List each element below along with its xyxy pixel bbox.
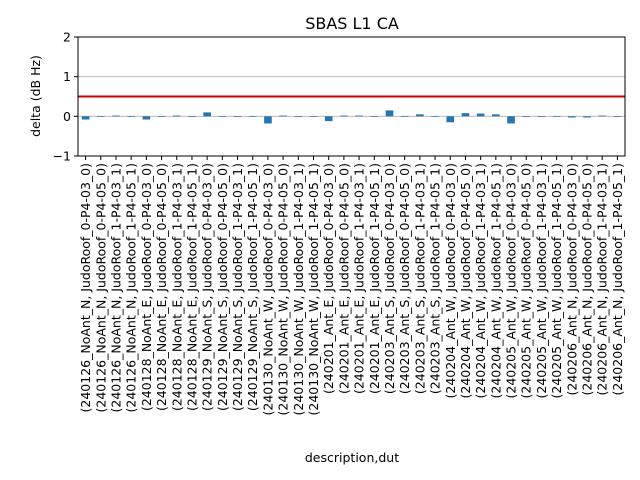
bar [112,115,120,117]
chart-title: SBAS L1 CA [305,14,399,33]
bar [294,116,303,117]
bar [431,116,439,117]
bar [188,116,196,117]
y-tick-label: −1 [53,149,71,164]
x-tick-label: (240205_Ant_W, JudoRoof_0-P4-05_0) [519,163,534,399]
bar [583,116,591,118]
bar [522,116,531,117]
bar [279,115,287,117]
bar [416,114,424,117]
x-tick-label: (240128_NoAnt_E, JudoRoof_1-P4-05_1) [184,163,199,411]
bar [340,115,348,117]
x-tick-label: (240203_Ant_S, JudoRoof_1-P4-05_1) [428,163,443,394]
x-tick-label: (240126_NoAnt_N, JudoRoof_1-P4-05_1) [124,163,139,412]
bar [81,116,90,120]
x-tick-label: (240206_Ant_N, JudoRoof_0-P4-03_0) [564,163,579,395]
bar [355,115,363,117]
y-tick-label: 1 [63,69,71,84]
x-tick-label: (240204_Ant_W, JudoRoof_1-P4-03_1) [473,163,488,399]
x-tick-label: (240206_Ant_N, JudoRoof_1-P4-03_1) [595,163,610,395]
x-axis-ticks: (240126_NoAnt_N, JudoRoof_0-P4-03_0) (240… [78,156,625,415]
x-tick-label: (240204_Ant_W, JudoRoof_0-P4-03_0) [443,163,458,399]
x-tick-label: (240128_NoAnt_E, JudoRoof_1-P4-03_1) [169,163,184,411]
bar [127,116,135,117]
x-tick-label: (240206_Ant_N, JudoRoof_0-P4-05_0) [580,163,595,395]
bars [81,110,622,124]
bar [400,116,409,117]
grid-lines [78,76,625,117]
x-tick-label: (240203_Ant_S, JudoRoof_0-P4-03_0) [382,163,397,394]
x-tick-label: (240201_Ant_E, JudoRoof_1-P4-05_1) [367,163,382,394]
bar [461,113,470,117]
x-tick-label: (240201_Ant_E, JudoRoof_0-P4-03_0) [321,163,336,394]
bar [476,113,485,117]
x-tick-label: (240206_Ant_N, JudoRoof_1-P4-05_1) [610,163,625,395]
x-tick-label: (240130_NoAnt_W, JudoRoof_0-P4-05_0) [276,163,291,415]
bar [157,116,166,117]
bar [537,116,546,117]
x-tick-label: (240126_NoAnt_N, JudoRoof_1-P4-03_1) [108,163,123,412]
bar [507,116,515,124]
x-tick-label: (240201_Ant_E, JudoRoof_0-P4-05_0) [336,163,351,394]
x-tick-label: (240130_NoAnt_W, JudoRoof_1-P4-05_1) [306,163,321,415]
x-tick-label: (240128_NoAnt_E, JudoRoof_0-P4-03_0) [139,163,154,411]
bar [613,116,622,117]
bar [492,114,500,117]
x-tick-label: (240203_Ant_S, JudoRoof_0-P4-05_0) [397,163,412,394]
x-tick-label: (240126_NoAnt_N, JudoRoof_0-P4-03_0) [78,163,93,412]
x-axis-label: description,dut [305,450,399,465]
bar [598,115,607,117]
x-tick-label: (240129_NoAnt_S, JudoRoof_1-P4-05_1) [245,163,260,411]
y-axis-label: delta (dB Hz) [28,55,43,137]
plot-frame [77,36,626,157]
bar [96,116,105,117]
bar [233,116,242,117]
x-tick-label: (240130_NoAnt_W, JudoRoof_0-P4-03_0) [260,163,275,415]
x-tick-label: (240129_NoAnt_S, JudoRoof_1-P4-03_1) [230,163,245,411]
bar [446,116,455,123]
x-tick-label: (240126_NoAnt_N, JudoRoof_0-P4-05_0) [93,163,108,412]
y-axis-ticks: −1 0 1 2 [53,30,78,164]
bar [172,115,181,117]
y-tick-label: 2 [63,30,71,45]
bar [248,116,257,117]
bar [142,116,151,120]
bar [568,116,576,118]
bar [218,116,227,117]
x-tick-label: (240201_Ant_E, JudoRoof_1-P4-03_1) [352,163,367,394]
bar [264,116,272,124]
x-tick-label: (240205_Ant_W, JudoRoof_0-P4-03_0) [504,163,519,399]
x-tick-label: (240130_NoAnt_W, JudoRoof_1-P4-03_1) [291,163,306,415]
bar [370,116,379,117]
x-tick-label: (240129_NoAnt_S, JudoRoof_0-P4-03_0) [200,163,215,411]
x-tick-label: (240205_Ant_W, JudoRoof_1-P4-05_1) [549,163,564,399]
bar [203,112,211,117]
x-tick-label: (240205_Ant_W, JudoRoof_1-P4-03_1) [534,163,549,399]
x-tick-label: (240128_NoAnt_E, JudoRoof_0-P4-05_0) [154,163,169,411]
bar [385,110,394,117]
bar [324,116,333,122]
x-tick-label: (240129_NoAnt_S, JudoRoof_0-P4-05_0) [215,163,230,411]
x-tick-label: (240204_Ant_W, JudoRoof_1-P4-05_1) [488,163,503,399]
bar [552,116,561,117]
x-tick-label: (240204_Ant_W, JudoRoof_0-P4-05_0) [458,163,473,399]
x-tick-label: (240203_Ant_S, JudoRoof_1-P4-03_1) [412,163,427,394]
y-tick-label: 0 [63,109,71,124]
bar [309,116,318,117]
